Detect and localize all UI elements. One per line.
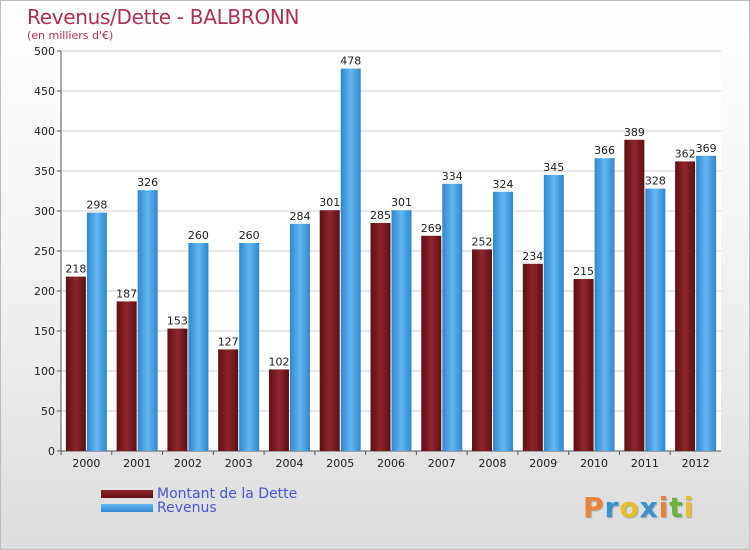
bar-revenus bbox=[493, 191, 514, 452]
y-tick-label: 0 bbox=[48, 445, 55, 458]
data-label: 298 bbox=[86, 199, 107, 212]
logo-letter: i bbox=[683, 491, 695, 524]
x-tick-label: 2009 bbox=[529, 457, 557, 470]
data-label: 366 bbox=[594, 144, 615, 157]
data-label: 269 bbox=[421, 222, 442, 235]
grid bbox=[61, 50, 721, 452]
logo-letter: x bbox=[639, 491, 659, 524]
x-tick-label: 2004 bbox=[275, 457, 303, 470]
proxiti-logo: Proxiti bbox=[583, 491, 694, 524]
data-label: 362 bbox=[675, 147, 696, 160]
bar-revenus bbox=[340, 68, 361, 451]
bar-revenus bbox=[594, 158, 615, 451]
x-tick-label: 2003 bbox=[225, 457, 253, 470]
data-label: 369 bbox=[696, 142, 717, 155]
data-label: 153 bbox=[167, 315, 188, 328]
x-tick-label: 2007 bbox=[428, 457, 456, 470]
data-label: 252 bbox=[472, 235, 493, 248]
y-tick-label: 150 bbox=[34, 325, 55, 338]
data-labels: 2182981873261532601272601022843014782853… bbox=[65, 55, 716, 369]
logo-letter: t bbox=[669, 491, 684, 524]
bar-revenus bbox=[137, 190, 158, 451]
data-label: 260 bbox=[239, 229, 260, 242]
bar-dette bbox=[573, 279, 594, 451]
bar-revenus bbox=[289, 223, 310, 451]
data-label: 215 bbox=[573, 265, 594, 278]
y-tick-label: 250 bbox=[34, 245, 55, 258]
data-label: 234 bbox=[522, 250, 543, 263]
bar-dette bbox=[522, 263, 543, 451]
y-tick-label: 450 bbox=[34, 85, 55, 98]
x-tick-label: 2011 bbox=[631, 457, 659, 470]
x-tick-label: 2005 bbox=[326, 457, 354, 470]
data-label: 324 bbox=[493, 178, 514, 191]
data-label: 301 bbox=[391, 196, 412, 209]
data-label: 345 bbox=[543, 161, 564, 174]
y-tick-label: 50 bbox=[41, 405, 55, 418]
x-tick-label: 2006 bbox=[377, 457, 405, 470]
x-tick-label: 2000 bbox=[72, 457, 100, 470]
bar-dette bbox=[421, 235, 442, 451]
data-label: 187 bbox=[116, 287, 137, 300]
data-label: 102 bbox=[268, 355, 289, 368]
data-label: 389 bbox=[624, 126, 645, 139]
bar-dette bbox=[218, 349, 239, 451]
y-tick-label: 400 bbox=[34, 125, 55, 138]
data-label: 218 bbox=[65, 263, 86, 276]
bar-dette bbox=[167, 328, 188, 451]
y-tick-label: 100 bbox=[34, 365, 55, 378]
legend-swatch-revenus bbox=[101, 504, 153, 512]
bar-revenus bbox=[86, 212, 107, 451]
bar-revenus bbox=[239, 243, 260, 451]
data-label: 285 bbox=[370, 209, 391, 222]
bar-dette bbox=[675, 161, 696, 451]
y-tick-label: 500 bbox=[34, 45, 55, 58]
chart-subtitle: (en milliers d'€) bbox=[27, 29, 114, 42]
data-label: 284 bbox=[289, 210, 310, 223]
legend-swatch-dette bbox=[101, 490, 153, 498]
logo-letter: i bbox=[658, 491, 670, 524]
axes: 0 50 100 150 200 250 300 350 400 450 500 2000 2001 20… bbox=[34, 45, 721, 470]
bar-revenus bbox=[442, 183, 463, 452]
data-label: 328 bbox=[645, 175, 666, 188]
bar-dette bbox=[268, 369, 289, 451]
data-label: 478 bbox=[340, 55, 361, 68]
logo-letter: r bbox=[604, 491, 620, 524]
bar-dette bbox=[116, 301, 137, 451]
bar-revenus bbox=[188, 243, 209, 451]
y-tick-label: 350 bbox=[34, 165, 55, 178]
logo-letter: o bbox=[619, 491, 640, 524]
bar-dette bbox=[624, 139, 645, 452]
data-label: 260 bbox=[188, 229, 209, 242]
chart-title: Revenus/Dette - BALBRONN bbox=[27, 5, 300, 29]
bar-revenus bbox=[543, 175, 564, 451]
x-tick-label: 2001 bbox=[123, 457, 151, 470]
x-tick-label: 2012 bbox=[682, 457, 710, 470]
legend-label-revenus: Revenus bbox=[157, 500, 217, 516]
y-tick-label: 300 bbox=[34, 205, 55, 218]
x-tick-label: 2008 bbox=[479, 457, 507, 470]
bars bbox=[65, 68, 717, 452]
x-tick-label: 2010 bbox=[580, 457, 608, 470]
bar-revenus bbox=[696, 155, 717, 452]
bar-dette bbox=[472, 249, 493, 451]
bar-dette bbox=[370, 223, 391, 451]
data-label: 326 bbox=[137, 176, 158, 189]
data-label: 301 bbox=[319, 196, 340, 209]
bar-revenus bbox=[645, 188, 666, 451]
bar-revenus bbox=[391, 210, 412, 451]
data-label: 127 bbox=[218, 335, 239, 348]
bar-dette bbox=[319, 210, 340, 451]
logo-letter: P bbox=[583, 491, 605, 524]
bar-dette bbox=[65, 276, 86, 451]
y-tick-label: 200 bbox=[34, 285, 55, 298]
x-tick-label: 2002 bbox=[174, 457, 202, 470]
legend-label-dette: Montant de la Dette bbox=[157, 486, 298, 502]
data-label: 334 bbox=[442, 170, 463, 183]
